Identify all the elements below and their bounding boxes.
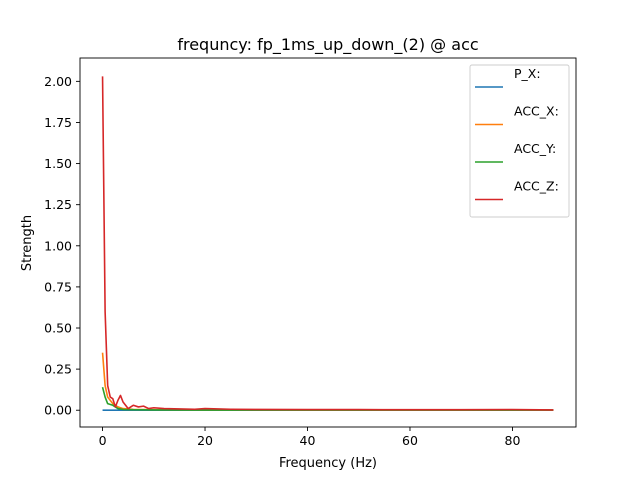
x-tick-label-0: 0 xyxy=(99,433,107,448)
y-tick-label-0: 0.00 xyxy=(44,403,72,418)
y-tick-label-7: 1.75 xyxy=(44,115,72,130)
y-tick-label-8: 2.00 xyxy=(44,74,72,89)
x-tick-label-3: 60 xyxy=(402,433,418,448)
x-tick-label-1: 20 xyxy=(197,433,213,448)
y-tick-label-2: 0.50 xyxy=(44,321,72,336)
y-axis-label: Strength xyxy=(20,215,35,271)
plot-area: 0 20 40 60 80 0.00 0.25 0.50 0.75 1.00 1.25 1.50 1.7… xyxy=(44,57,577,448)
legend: P_X: ACC_X: ACC_Y: ACC_Z: xyxy=(469,64,570,218)
y-tick-label-6: 1.50 xyxy=(44,156,72,171)
legend-label-2: ACC_X: xyxy=(514,104,559,119)
x-tick-label-2: 40 xyxy=(300,433,316,448)
y-tick-label-1: 0.25 xyxy=(44,362,72,377)
y-tick-label-3: 0.75 xyxy=(44,279,72,294)
y-tick-label-4: 1.00 xyxy=(44,238,72,253)
chart-title: frequncy: fp_1ms_up_down_(2) @ acc xyxy=(177,35,478,55)
y-tick-label-5: 1.25 xyxy=(44,197,72,212)
legend-label-3: ACC_Y: xyxy=(514,141,556,156)
legend-box xyxy=(469,64,570,218)
x-tick-label-4: 80 xyxy=(505,433,521,448)
series-line-4 xyxy=(101,76,554,411)
x-axis-label: Frequency (Hz) xyxy=(279,456,377,471)
legend-label-1: P_X: xyxy=(514,66,541,81)
axes-frame xyxy=(79,57,577,428)
legend-label-4: ACC_Z: xyxy=(514,179,559,194)
